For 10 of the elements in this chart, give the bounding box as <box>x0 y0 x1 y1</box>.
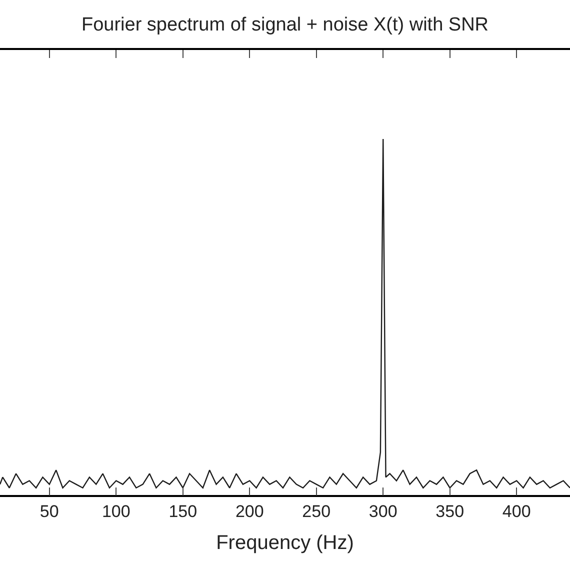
x-tick-label: 300 <box>368 502 398 522</box>
chart-title: Fourier spectrum of signal + noise X(t) with SNR <box>81 14 489 36</box>
x-tick-label: 350 <box>436 502 464 522</box>
x-axis-title: Frequency (Hz) <box>216 532 354 554</box>
x-tick-label: 400 <box>502 502 531 522</box>
x-tick-label: 250 <box>302 502 331 522</box>
x-tick-label: 200 <box>235 502 264 522</box>
x-tick-label: 100 <box>102 502 130 522</box>
x-tick-label: 150 <box>168 502 198 522</box>
x-tick-label: 50 <box>40 502 59 522</box>
